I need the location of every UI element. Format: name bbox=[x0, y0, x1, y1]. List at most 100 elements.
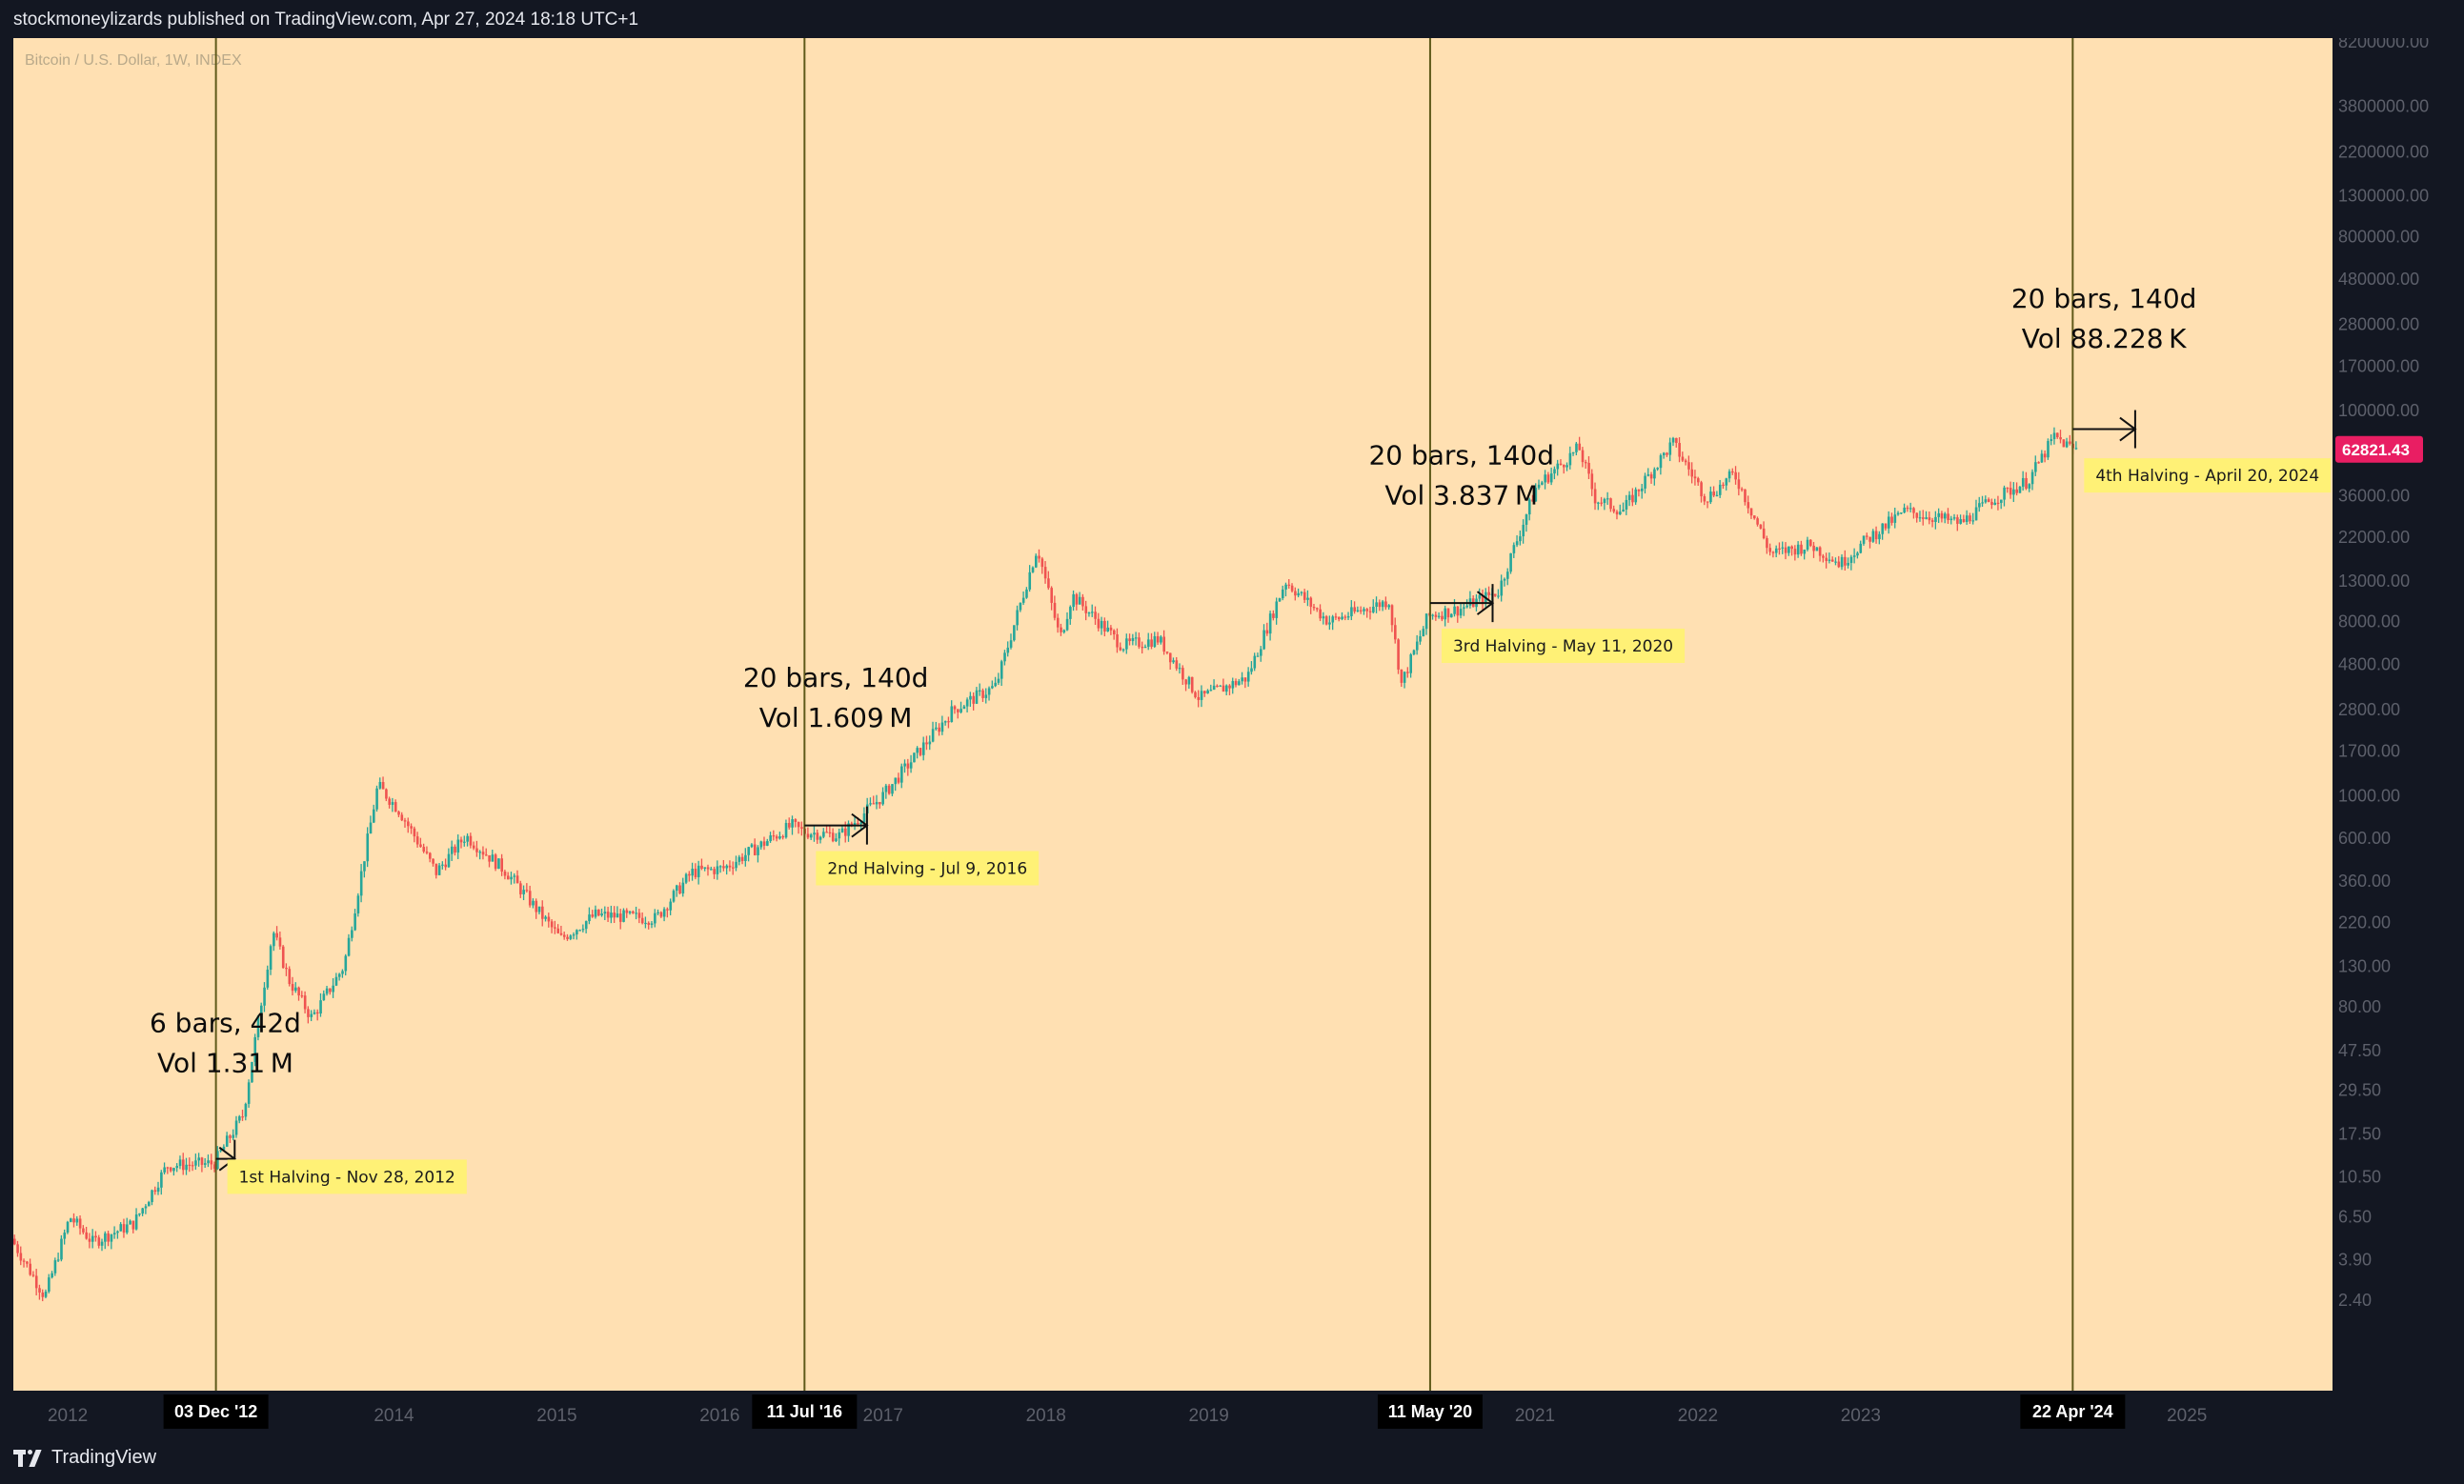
candle bbox=[1160, 635, 1162, 645]
candle bbox=[1812, 541, 1815, 558]
candle-body bbox=[697, 865, 700, 877]
price-axis-label: 480000.00 bbox=[2338, 270, 2419, 289]
candle-body bbox=[713, 869, 716, 874]
candle bbox=[1040, 556, 1044, 574]
candle bbox=[366, 827, 370, 868]
candle-body bbox=[706, 867, 710, 870]
candle bbox=[1862, 535, 1866, 546]
candle-body bbox=[275, 933, 278, 938]
candle-body bbox=[569, 935, 573, 939]
candle bbox=[1228, 684, 1231, 695]
candle-body bbox=[1121, 649, 1125, 651]
candle bbox=[1194, 691, 1197, 699]
candle-body bbox=[691, 869, 694, 876]
candle-body bbox=[1859, 543, 1863, 553]
candle bbox=[591, 910, 595, 918]
candle bbox=[588, 907, 591, 925]
candle-body bbox=[857, 822, 859, 825]
date-tag-text: 11 May '20 bbox=[1388, 1402, 1472, 1421]
candle bbox=[757, 845, 759, 863]
candle bbox=[969, 692, 972, 708]
candle bbox=[1627, 491, 1631, 507]
candle-body bbox=[1437, 615, 1441, 617]
candle-body bbox=[666, 909, 669, 911]
candle-body bbox=[1837, 561, 1841, 568]
candle bbox=[303, 991, 307, 1013]
candle-body bbox=[1571, 451, 1575, 453]
candle-body bbox=[700, 865, 703, 869]
candle-body bbox=[1825, 557, 1828, 561]
candle-body bbox=[606, 912, 610, 918]
candle bbox=[1356, 606, 1360, 612]
candle-body bbox=[1666, 452, 1668, 455]
candle-body bbox=[491, 854, 495, 862]
candle bbox=[1256, 652, 1260, 657]
candle bbox=[632, 910, 635, 914]
candle-body bbox=[947, 721, 950, 723]
candle bbox=[182, 1153, 185, 1175]
candle-body bbox=[1753, 515, 1756, 519]
candle-body bbox=[1450, 613, 1453, 618]
candle bbox=[1212, 679, 1216, 691]
candle bbox=[1609, 497, 1612, 512]
candle bbox=[747, 846, 751, 862]
candle bbox=[419, 837, 422, 848]
candle bbox=[94, 1231, 97, 1242]
candle bbox=[1896, 511, 1900, 516]
candle-body bbox=[1444, 608, 1447, 620]
candle-body bbox=[112, 1233, 116, 1235]
candle-body bbox=[97, 1237, 101, 1246]
candle bbox=[1678, 437, 1681, 463]
candle-body bbox=[1981, 502, 1984, 504]
candle bbox=[503, 870, 507, 880]
candle bbox=[1303, 589, 1306, 604]
candle bbox=[1766, 535, 1768, 554]
price-chart-svg[interactable]: Bitcoin / U.S. Dollar, 1W, INDEX 8200000.… bbox=[0, 38, 2464, 1434]
candle-body bbox=[600, 913, 603, 916]
candle bbox=[275, 926, 278, 941]
candle bbox=[828, 826, 832, 838]
candle bbox=[1000, 659, 1003, 687]
candle bbox=[2009, 481, 2012, 499]
candle-body bbox=[1778, 548, 1781, 550]
candle bbox=[82, 1225, 85, 1234]
candle bbox=[1622, 502, 1625, 512]
candle-body bbox=[1300, 592, 1303, 593]
candle bbox=[172, 1167, 175, 1176]
price-axis-label: 2800.00 bbox=[2338, 700, 2400, 719]
candle-body bbox=[256, 1015, 260, 1037]
candle bbox=[288, 966, 292, 987]
candle bbox=[894, 777, 898, 792]
candle bbox=[1737, 471, 1741, 496]
tradingview-logo[interactable]: TradingView bbox=[13, 1447, 156, 1469]
candle bbox=[1184, 678, 1187, 692]
candle bbox=[2069, 434, 2071, 446]
candle bbox=[881, 787, 884, 806]
candle bbox=[1925, 511, 1928, 520]
candle-body bbox=[737, 856, 741, 862]
candle bbox=[481, 846, 485, 860]
candle bbox=[1265, 622, 1269, 636]
candle bbox=[672, 889, 676, 903]
candle-body bbox=[1759, 524, 1763, 529]
candle bbox=[772, 830, 776, 841]
candle bbox=[1338, 616, 1341, 622]
candle bbox=[1822, 553, 1825, 563]
candle bbox=[1828, 552, 1831, 564]
candle-body bbox=[1021, 597, 1025, 603]
price-axis-label: 8000.00 bbox=[2338, 612, 2400, 632]
candle-body bbox=[1675, 437, 1678, 444]
candle-body bbox=[38, 1288, 41, 1293]
candle-body bbox=[1740, 489, 1744, 491]
candle-body bbox=[1640, 488, 1644, 491]
candle bbox=[515, 870, 519, 884]
candle-body bbox=[70, 1218, 72, 1222]
candle-body bbox=[485, 854, 488, 856]
candle-body bbox=[1468, 598, 1472, 606]
candle-body bbox=[1278, 598, 1282, 602]
chart-area[interactable]: Bitcoin / U.S. Dollar, 1W, INDEX 8200000.… bbox=[0, 38, 2464, 1434]
candle bbox=[1260, 646, 1262, 662]
candle bbox=[454, 844, 456, 856]
candle-body bbox=[225, 1135, 229, 1147]
candle-body bbox=[978, 690, 981, 692]
